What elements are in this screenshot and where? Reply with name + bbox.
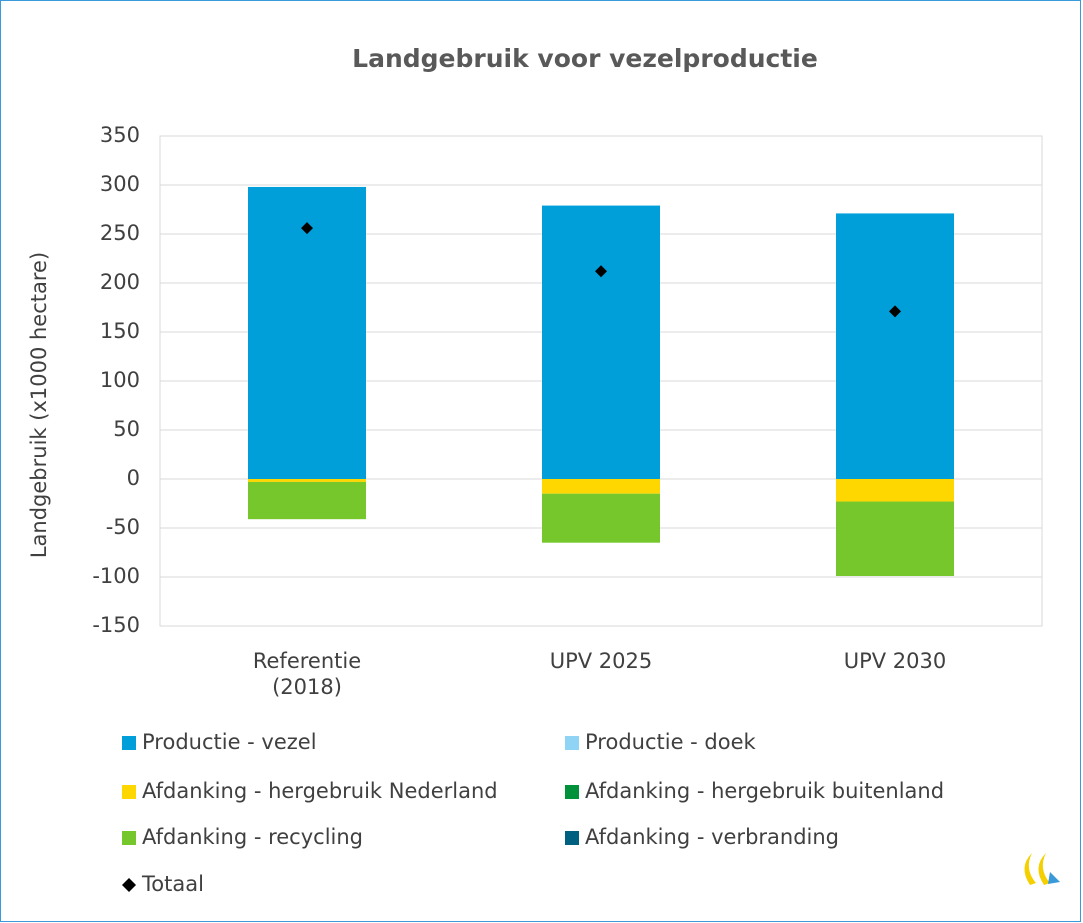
- y-tick-label: 50: [113, 417, 140, 441]
- y-tick-label: 100: [100, 368, 140, 392]
- plot-border: [159, 135, 1043, 627]
- total-marker: [301, 222, 313, 235]
- y-tick-label: 250: [100, 221, 140, 245]
- legend-label: Productie - doek: [585, 730, 757, 754]
- legend-label: Afdanking - hergebruik Nederland: [142, 779, 498, 803]
- y-tick-label: 0: [127, 466, 140, 490]
- legend-label: Afdanking - recycling: [142, 825, 363, 849]
- bar-segment: [836, 213, 954, 480]
- legend-label: Afdanking - verbranding: [585, 825, 839, 849]
- total-marker: [595, 265, 607, 278]
- legend-marker: [122, 878, 136, 892]
- bar-segment: [836, 479, 954, 502]
- bar-segment: [836, 501, 954, 577]
- chart-title: Landgebruik voor vezelproductie: [352, 44, 818, 73]
- legend-swatch: [565, 736, 579, 750]
- legend-label: Totaal: [141, 872, 204, 896]
- x-tick-label: UPV 2030: [843, 649, 947, 673]
- y-tick-label: 200: [100, 270, 140, 294]
- legend-swatch: [565, 831, 579, 845]
- y-tick-label: -100: [92, 564, 140, 588]
- bar-segment: [542, 493, 660, 543]
- bar-segment: [248, 481, 366, 520]
- y-tick-label: 150: [100, 319, 140, 343]
- x-tick-label: UPV 2025: [549, 649, 653, 673]
- bar-segment: [248, 186, 366, 479]
- y-tick-label: 300: [100, 172, 140, 196]
- legend-swatch: [122, 736, 136, 750]
- y-tick-label: -150: [92, 613, 140, 637]
- x-tick-label: Referentie (2018): [252, 649, 362, 699]
- legend-label: Afdanking - hergebruik buitenland: [585, 779, 944, 803]
- total-marker: [889, 305, 901, 318]
- bar-segment: [542, 205, 660, 479]
- legend-swatch: [565, 785, 579, 799]
- legend-swatch: [122, 831, 136, 845]
- bar-segment: [248, 479, 366, 482]
- y-tick-label: 350: [100, 123, 140, 147]
- bar-segment: [542, 479, 660, 494]
- y-tick-label: -50: [106, 515, 140, 539]
- y-axis-label: Landgebruik (x1000 hectare): [27, 252, 51, 558]
- legend-swatch: [122, 785, 136, 799]
- logo: [1024, 853, 1060, 885]
- legend-label: Productie - vezel: [142, 730, 317, 754]
